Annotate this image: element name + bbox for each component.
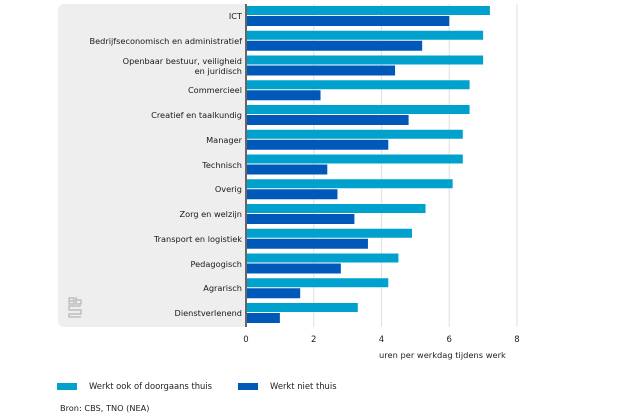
bar-niet-thuis-7 [247, 189, 338, 200]
category-label: Pedagogisch [190, 259, 242, 269]
category-label-line: ICT [228, 11, 242, 21]
category-label-line: Openbaar bestuur, veiligheid [122, 55, 242, 66]
legend-item-niet-thuis: Werkt niet thuis [238, 381, 337, 391]
bar-niet-thuis-9 [247, 238, 368, 249]
bar-niet-thuis-8 [247, 214, 355, 224]
category-label: Agrarisch [203, 283, 242, 293]
category-label: Creatief en taalkundig [151, 110, 242, 120]
x-tick-label: 0 [243, 335, 248, 345]
category-label-panel [58, 4, 246, 327]
category-label: Transport en logistiek [154, 234, 242, 244]
bar-niet-thuis-0 [247, 16, 450, 26]
legend-swatch-niet-thuis [238, 382, 259, 390]
category-label-line: Creatief en taalkundig [151, 110, 242, 120]
bar-thuis-1 [247, 30, 484, 40]
category-label-line: Zorg en welzijn [179, 209, 242, 219]
category-label: ICT [229, 11, 242, 21]
bar-thuis-12 [247, 303, 358, 312]
cbs-logo-icon [68, 296, 82, 318]
bar-niet-thuis-2 [247, 65, 396, 76]
x-tick-label: 6 [447, 335, 452, 345]
category-label-line: Commercieel [187, 85, 242, 96]
legend-label-thuis: Werkt ook of doorgaans thuis [89, 381, 213, 391]
category-label-line: Pedagogisch [190, 258, 242, 269]
category-label: Commercieel [188, 85, 242, 95]
category-label: Dienstverlenend [175, 308, 242, 318]
bar-thuis-7 [247, 179, 453, 189]
category-label: Bedrijfseconomisch en administratief [90, 36, 243, 46]
category-label-line: Bedrijfseconomisch en administratief [89, 35, 243, 46]
bar-niet-thuis-5 [247, 139, 389, 150]
bar-thuis-3 [247, 80, 470, 90]
category-label-line: Agrarisch [203, 283, 242, 294]
legend-item-thuis: Werkt ook of doorgaans thuis [57, 381, 212, 391]
category-label-line: Technisch [202, 159, 242, 170]
category-label: Technisch [202, 160, 242, 170]
bar-thuis-2 [247, 55, 484, 65]
bar-thuis-8 [247, 204, 426, 213]
bar-niet-thuis-11 [247, 288, 301, 299]
category-label: Manager [206, 135, 242, 145]
bar-thuis-6 [247, 154, 463, 164]
bar-thuis-11 [247, 278, 389, 288]
bar-thuis-10 [247, 253, 399, 263]
category-label: Zorg en welzijn [179, 209, 242, 219]
bar-niet-thuis-10 [247, 263, 341, 274]
bar-thuis-0 [247, 6, 490, 15]
category-label: Openbaar bestuur, veiligheid en juridisch [123, 56, 242, 76]
bar-niet-thuis-3 [247, 90, 321, 101]
x-tick-label: 4 [379, 335, 384, 345]
bar-niet-thuis-6 [247, 164, 328, 175]
x-tick-label: 8 [514, 335, 519, 345]
bar-thuis-4 [247, 105, 470, 114]
category-label-line: Transport en logistiek [153, 233, 242, 244]
bar-niet-thuis-1 [247, 40, 423, 51]
category-label-line: Dienstverlenend [174, 308, 242, 318]
x-axis-title: uren per werkdag tijdens werk [379, 350, 506, 360]
x-tick-label: 2 [311, 335, 316, 345]
source-note: Bron: CBS, TNO (NEA) [60, 403, 150, 413]
bar-niet-thuis-12 [247, 313, 280, 323]
legend-swatch-thuis [57, 382, 77, 390]
category-label-line: Overig [214, 184, 242, 195]
category-label-line: en juridisch [194, 65, 242, 76]
bar-thuis-9 [247, 228, 412, 238]
legend: Werkt ook of doorgaans thuis Werkt niet … [57, 381, 363, 391]
legend-label-niet-thuis: Werkt niet thuis [270, 381, 337, 391]
category-label-line: Manager [206, 134, 242, 145]
bar-niet-thuis-4 [247, 115, 409, 125]
bar-thuis-5 [247, 129, 463, 139]
category-label: Overig [215, 184, 242, 194]
